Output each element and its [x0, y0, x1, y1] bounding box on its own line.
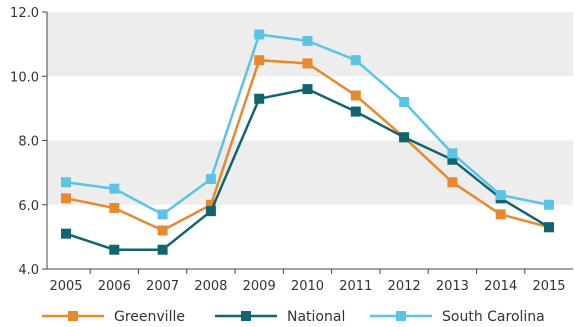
- x-tick-label: 2011: [339, 279, 372, 294]
- data-point: [61, 228, 71, 239]
- x-tick-label: 2013: [436, 279, 469, 294]
- legend-item: Greenville: [42, 309, 185, 325]
- series-south-carolina: [61, 29, 554, 220]
- data-point: [447, 154, 458, 165]
- x-tick-label: 2009: [243, 279, 276, 294]
- y-tick-label: 4.0: [18, 263, 39, 278]
- data-point: [302, 58, 313, 69]
- data-point: [254, 29, 265, 40]
- series-national: [61, 84, 554, 255]
- data-point: [350, 90, 361, 101]
- legend-label: South Carolina: [442, 309, 545, 325]
- x-tick-label: 2005: [49, 279, 82, 294]
- data-point: [302, 84, 313, 95]
- legend-item: National: [215, 309, 345, 325]
- data-point: [254, 93, 265, 104]
- x-tick-label: 2008: [194, 279, 227, 294]
- legend-item: South Carolina: [370, 309, 545, 325]
- data-point: [157, 244, 168, 255]
- data-point: [302, 35, 313, 46]
- data-point: [205, 199, 216, 210]
- data-point: [544, 199, 554, 210]
- y-tick-label: 8.0: [18, 135, 39, 150]
- y-tick-label: 6.0: [18, 199, 39, 214]
- y-tick-labels: 4.0 6.0 8.0 10.0 12.0: [10, 6, 39, 278]
- data-point: [109, 183, 120, 194]
- data-point: [109, 202, 120, 213]
- data-point: [254, 55, 265, 66]
- legend-label: National: [287, 309, 345, 325]
- data-point: [205, 206, 216, 217]
- data-point: [399, 96, 410, 107]
- data-point: [61, 177, 71, 188]
- data-point: [495, 209, 506, 220]
- legend-marker: [396, 311, 406, 321]
- y-tick-label: 12.0: [10, 6, 39, 21]
- x-tick-label: 2015: [532, 279, 565, 294]
- x-tick-label: 2010: [291, 279, 324, 294]
- data-point: [399, 132, 410, 143]
- data-point: [109, 244, 120, 255]
- data-point: [350, 106, 361, 117]
- x-tick-label: 2007: [146, 279, 179, 294]
- series-group: [61, 29, 554, 255]
- data-point: [544, 222, 554, 233]
- x-tick-labels: 2005 2006 2007 2008 2009 2010 2011 2012 2013 2014…: [49, 279, 565, 294]
- data-point: [447, 148, 458, 159]
- y-tick-label: 10.0: [10, 70, 39, 85]
- legend: Greenville National South Carolina: [42, 309, 545, 325]
- legend-marker: [68, 311, 78, 321]
- data-point: [157, 209, 168, 220]
- x-tick-label: 2006: [98, 279, 131, 294]
- data-point: [495, 190, 506, 201]
- axes: [42, 11, 573, 274]
- x-tick-label: 2014: [484, 279, 517, 294]
- data-point: [157, 225, 168, 236]
- grid-band: [47, 140, 573, 205]
- legend-label: Greenville: [114, 309, 185, 325]
- data-point: [205, 174, 216, 185]
- data-point: [350, 55, 361, 66]
- data-point: [447, 177, 458, 188]
- data-point: [61, 193, 71, 204]
- x-tick-label: 2012: [388, 279, 421, 294]
- legend-marker: [241, 311, 251, 321]
